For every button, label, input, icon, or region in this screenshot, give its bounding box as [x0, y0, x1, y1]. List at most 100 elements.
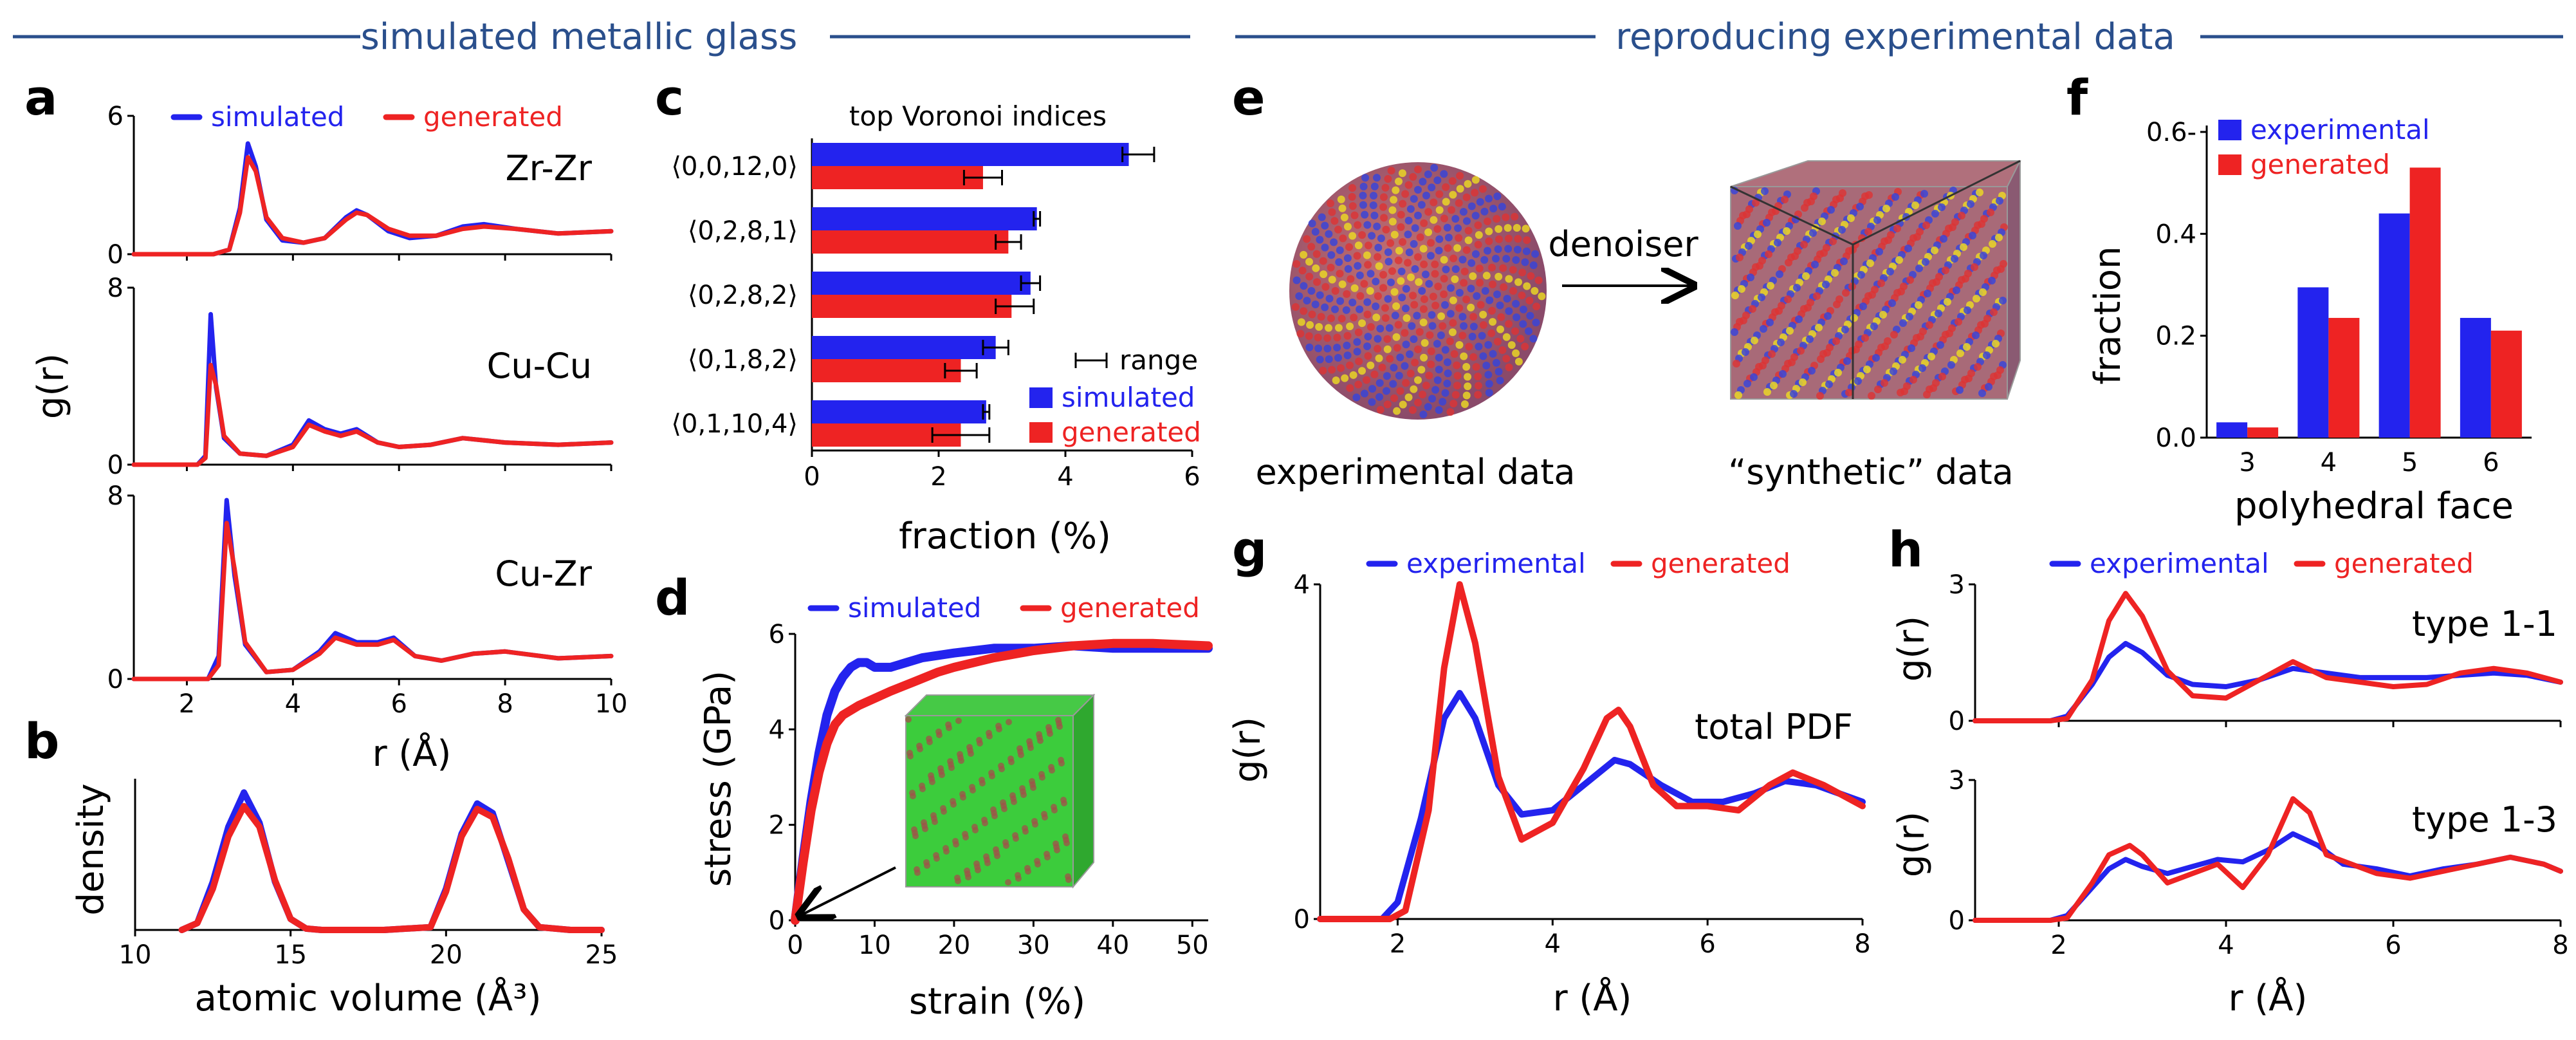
- e-sphere-atom: [1441, 301, 1449, 309]
- b-axes: 10 15 20 25: [119, 779, 618, 970]
- e-sphere-atom: [1307, 287, 1316, 295]
- e-sphere-atom: [1426, 252, 1435, 260]
- d-cube-atom: [950, 798, 956, 804]
- e-cube-atom: [1750, 373, 1758, 381]
- e-sphere-atom: [1316, 355, 1324, 364]
- e-cube-atom: [1761, 187, 1769, 195]
- h-1-xtick-label: 2: [2050, 931, 2066, 960]
- e-sphere-atom: [1374, 344, 1382, 353]
- e-sphere-atom: [1480, 207, 1489, 216]
- d-cube-atom: [964, 868, 970, 874]
- e-cube-atom: [1920, 190, 1928, 198]
- e-sphere-atom: [1390, 288, 1399, 296]
- e-sphere-atom: [1397, 267, 1406, 275]
- e-sphere-atom: [1332, 376, 1340, 385]
- e-cube-atom: [1915, 265, 1923, 272]
- e-sphere-atom: [1428, 311, 1436, 319]
- f-legend-gen-legend-label: generated: [2250, 149, 2390, 180]
- d-cube-atom: [909, 790, 915, 796]
- e-sphere-atom: [1431, 301, 1440, 310]
- d-xlabel: strain (%): [909, 981, 1085, 1023]
- d-cube-atom: [928, 772, 934, 779]
- e-sphere-atom: [1453, 361, 1461, 369]
- b-xtick-label: 20: [430, 940, 463, 970]
- e-sphere-atom: [1314, 344, 1323, 353]
- e-sphere-atom: [1488, 306, 1496, 315]
- e-cube-atom: [1829, 237, 1837, 245]
- e-cube-atom: [1822, 281, 1830, 288]
- e-sphere-atom: [1325, 324, 1333, 332]
- d-cube-atom: [906, 750, 913, 756]
- e-sphere-atom: [1420, 219, 1428, 227]
- e-cube-atom: [1785, 259, 1792, 266]
- e-sphere-atom: [1321, 243, 1329, 252]
- e-sphere-atom: [1395, 371, 1403, 380]
- f-xtick-label: 3: [2239, 448, 2255, 478]
- e-sphere-atom: [1374, 253, 1382, 261]
- e-cube-atom: [1790, 390, 1798, 398]
- d-cube-atom: [957, 751, 963, 757]
- e-cube-atom: [1740, 317, 1747, 324]
- e-sphere-atom: [1467, 303, 1475, 311]
- e-sphere-atom: [1471, 189, 1479, 197]
- e-sphere-atom: [1453, 371, 1462, 380]
- d-cube-atom: [995, 723, 1002, 729]
- e-cube-atom: [1906, 313, 1913, 320]
- d-cube-atom: [1026, 738, 1033, 745]
- e-sphere-atom: [1344, 265, 1352, 273]
- e-sphere-atom: [1424, 403, 1432, 411]
- d-cube-atom: [1029, 778, 1035, 785]
- e-cube-atom: [1992, 340, 2000, 348]
- e-sphere-atom: [1475, 231, 1483, 239]
- d-cube-atom: [1005, 879, 1011, 886]
- e-sphere-atom: [1509, 287, 1518, 295]
- d-axes: 0 10 20 30 40 50 0 2 4 6: [769, 620, 1209, 960]
- e-cube-atom: [1882, 205, 1890, 212]
- e-sphere-atom: [1404, 230, 1412, 239]
- e-sphere-atom: [1440, 170, 1448, 178]
- d-cube-atom: [973, 860, 980, 867]
- e-sphere-atom: [1356, 292, 1365, 300]
- e-sphere-atom: [1363, 221, 1372, 229]
- e-sphere-atom: [1402, 378, 1410, 387]
- d-series-generated: [791, 638, 1213, 925]
- e-sphere-atom: [1396, 387, 1404, 395]
- e-sphere-atom: [1487, 329, 1496, 337]
- e-sphere-atom: [1523, 236, 1531, 245]
- e-sphere-atom: [1433, 225, 1442, 233]
- e-cube-atom: [1994, 371, 2001, 379]
- e-sphere-atom: [1375, 379, 1384, 387]
- e-cube-atom: [1838, 226, 1846, 234]
- e-sphere-atom: [1368, 398, 1376, 406]
- e-sphere-atom: [1399, 200, 1407, 208]
- e-cube-atom: [1931, 210, 1939, 218]
- e-sphere-atom: [1464, 227, 1473, 235]
- e-sphere-atom: [1383, 372, 1391, 380]
- e-cube-atom: [1781, 196, 1789, 203]
- d-cube-atom: [1015, 872, 1021, 878]
- e-sphere-atom: [1467, 284, 1475, 293]
- g-ylabel: g(r): [1227, 717, 1269, 783]
- d-cube-atom: [1065, 873, 1071, 880]
- e-sphere-atom: [1489, 318, 1497, 326]
- e-sphere-atom: [1504, 224, 1512, 232]
- e-sphere-atom: [1359, 201, 1367, 209]
- e-cube-atom: [1813, 292, 1821, 300]
- e-cube-atom: [1827, 206, 1835, 214]
- e-sphere-atom: [1507, 341, 1516, 349]
- e-sphere-atom: [1509, 266, 1517, 274]
- f-bar-generated: [2247, 427, 2279, 438]
- e-sphere-atom: [1374, 292, 1382, 301]
- e-cube-atom: [1752, 199, 1760, 207]
- e-sphere-atom: [1431, 260, 1439, 268]
- e-sphere-atom: [1360, 279, 1368, 288]
- e-sphere-atom: [1363, 342, 1372, 351]
- e-sphere-atom: [1451, 215, 1460, 223]
- e-sphere-atom: [1358, 319, 1366, 328]
- a-2-xtick-label: 2: [179, 689, 195, 719]
- e-sphere-atom: [1410, 240, 1418, 248]
- e-sphere-atom: [1465, 342, 1473, 351]
- e-sphere-atom: [1338, 315, 1346, 323]
- e-sphere-atom: [1390, 394, 1399, 402]
- e-sphere-atom: [1526, 311, 1534, 320]
